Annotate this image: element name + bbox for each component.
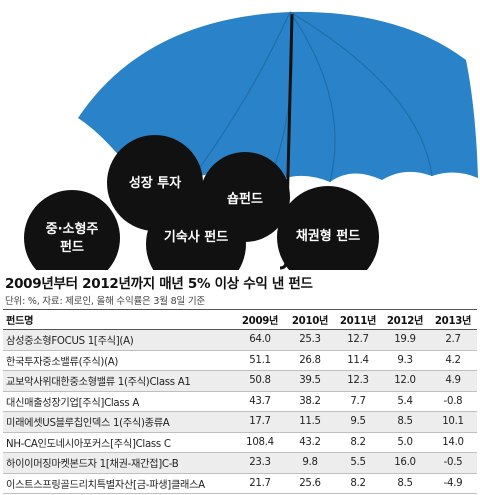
column-header: 2011년 bbox=[335, 309, 381, 330]
umbrella-rib bbox=[191, 11, 291, 179]
table-row: 교보악사위대한중소형밸류 1(주식)Class A1 50.8 39.5 12.3 12… bbox=[3, 370, 477, 392]
table-row: 한국투자중소밸류(주식)(A) 51.1 26.8 11.4 9.3 4.2 bbox=[3, 350, 477, 371]
table-row: 하이이머징마켓본드자 1[채권-재간접]C-B 23.3 9.8 5.5 16.0 -0.… bbox=[3, 452, 477, 474]
fund-name-cell: 하이이머징마켓본드자 1[채권-재간접]C-B bbox=[3, 452, 235, 474]
table-row: 삼성중소형FOCUS 1[주식](A) 64.0 25.3 12.7 19.9 2.7 bbox=[3, 329, 477, 351]
fund-name-cell: 이스트스프링골드리치특별자산[금-파생]클래스A bbox=[3, 473, 235, 494]
umbrella-rib bbox=[289, 11, 336, 183]
table-row: 이스트스프링골드리치특별자산[금-파생]클래스A 21.7 25.6 8.2 8.5 -4… bbox=[3, 473, 477, 494]
fund-name-cell: NH-CA인도네시아포커스[주식]Class C bbox=[3, 432, 235, 453]
return-value-cell: 23.3 bbox=[235, 452, 285, 474]
return-value-cell: 10.1 bbox=[429, 411, 477, 433]
return-value-cell: 39.5 bbox=[285, 370, 335, 392]
return-value-cell: 8.5 bbox=[381, 473, 429, 494]
ball-small-mid-cap-label: 중·소형주 bbox=[46, 221, 99, 237]
return-value-cell: 5.4 bbox=[381, 391, 429, 412]
fund-returns-table: 펀드명 2009년 2010년 2011년 2012년 2013년 삼성중소형F… bbox=[3, 309, 477, 494]
return-value-cell: 8.2 bbox=[335, 473, 381, 494]
ball-growth-label: 성장 투자 bbox=[129, 175, 181, 191]
return-value-cell: 9.3 bbox=[381, 350, 429, 371]
return-value-cell: 108.4 bbox=[235, 432, 285, 453]
table-row: 대신매출성장기업[주식]Class A 43.7 38.2 7.7 5.4 -0.8 bbox=[3, 391, 477, 412]
return-value-cell: 17.7 bbox=[235, 411, 285, 433]
table-header-row: 펀드명 2009년 2010년 2011년 2012년 2013년 bbox=[3, 309, 477, 330]
return-value-cell: 16.0 bbox=[381, 452, 429, 474]
ball-dormitory-fund-label: 기숙사 펀드 bbox=[164, 229, 228, 245]
return-value-cell: 38.2 bbox=[285, 391, 335, 412]
return-value-cell: 51.1 bbox=[235, 350, 285, 371]
fund-name-cell: 삼성중소형FOCUS 1[주식](A) bbox=[3, 329, 235, 351]
return-value-cell: 11.5 bbox=[285, 411, 335, 433]
ball-bond-fund-label: 채권형 펀드 bbox=[296, 228, 360, 244]
umbrella-illustration: 성장 투자 숍펀드 중·소형주 펀드 기숙사 펀드 채권형 펀드 bbox=[24, 11, 478, 270]
return-value-cell: 43.7 bbox=[235, 391, 285, 412]
table-subtitle: 단위: %, 자료: 제로인, 올해 수익률은 3월 8일 기준 bbox=[5, 296, 205, 307]
return-value-cell: -0.8 bbox=[429, 391, 477, 412]
return-value-cell: 25.6 bbox=[285, 473, 335, 494]
fund-name-cell: 교보악사위대한중소형밸류 1(주식)Class A1 bbox=[3, 370, 235, 392]
column-header: 2013년 bbox=[429, 309, 477, 330]
return-value-cell: 8.5 bbox=[381, 411, 429, 433]
return-value-cell: 12.3 bbox=[335, 370, 381, 392]
return-value-cell: 12.7 bbox=[335, 329, 381, 351]
return-value-cell: 8.2 bbox=[335, 432, 381, 453]
fund-name-cell: 대신매출성장기업[주식]Class A bbox=[3, 391, 235, 412]
column-header: 2010년 bbox=[285, 309, 335, 330]
ball-shop-fund-label: 숍펀드 bbox=[227, 191, 263, 207]
return-value-cell: 5.0 bbox=[381, 432, 429, 453]
fund-name-cell: 미래에셋US블루칩인덱스 1(주식)종류A bbox=[3, 411, 235, 433]
return-value-cell: 50.8 bbox=[235, 370, 285, 392]
return-value-cell: 19.9 bbox=[381, 329, 429, 351]
column-header: 펀드명 bbox=[3, 309, 235, 330]
fund-name-cell: 한국투자중소밸류(주식)(A) bbox=[3, 350, 235, 371]
ball-small-mid-cap bbox=[24, 190, 120, 270]
return-value-cell: 4.9 bbox=[429, 370, 477, 392]
return-value-cell: 2.7 bbox=[429, 329, 477, 351]
return-value-cell: 5.5 bbox=[335, 452, 381, 474]
return-value-cell: 26.8 bbox=[285, 350, 335, 371]
return-value-cell: 43.2 bbox=[285, 432, 335, 453]
return-value-cell: 25.3 bbox=[285, 329, 335, 351]
table-title: 2009년부터 2012년까지 매년 5% 이상 수익 낸 펀드 bbox=[5, 276, 313, 292]
table-row: NH-CA인도네시아포커스[주식]Class C 108.4 43.2 8.2 5.0 1… bbox=[3, 432, 477, 453]
return-value-cell: 9.5 bbox=[335, 411, 381, 433]
umbrella-handle bbox=[279, 250, 288, 270]
ball-bond-fund bbox=[277, 186, 379, 270]
return-value-cell: 4.2 bbox=[429, 350, 477, 371]
return-value-cell: 64.0 bbox=[235, 329, 285, 351]
return-value-cell: 7.7 bbox=[335, 391, 381, 412]
return-value-cell: -0.5 bbox=[429, 452, 477, 474]
return-value-cell: 12.0 bbox=[381, 370, 429, 392]
return-value-cell: 11.4 bbox=[335, 350, 381, 371]
umbrella-rib bbox=[289, 11, 433, 177]
ball-small-mid-cap-label-line2: 펀드 bbox=[60, 239, 84, 255]
return-value-cell: 21.7 bbox=[235, 473, 285, 494]
column-header: 2012년 bbox=[381, 309, 429, 330]
return-value-cell: -4.9 bbox=[429, 473, 477, 494]
return-value-cell: 14.0 bbox=[429, 432, 477, 453]
column-header: 2009년 bbox=[235, 309, 285, 330]
ball-dormitory-fund bbox=[146, 194, 246, 270]
table-row: 미래에셋US블루칩인덱스 1(주식)종류A 17.7 11.5 9.5 8.5 10.1 bbox=[3, 411, 477, 433]
return-value-cell: 9.8 bbox=[285, 452, 335, 474]
